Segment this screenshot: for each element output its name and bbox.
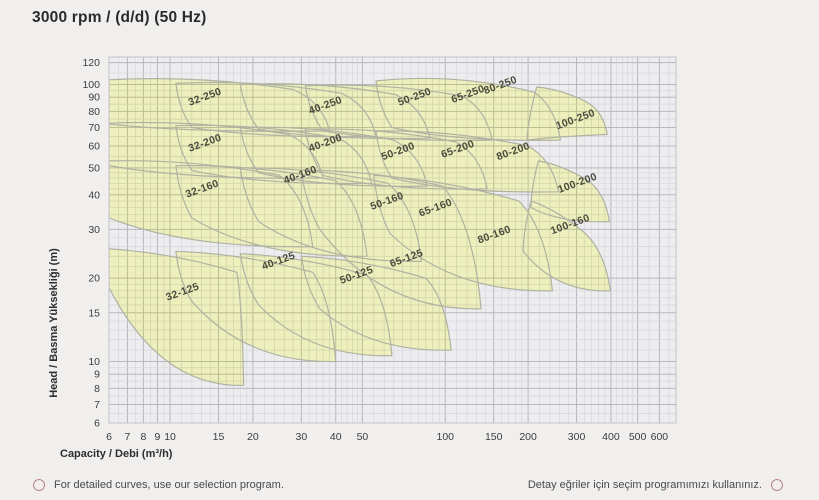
x-tick-label: 300 xyxy=(568,431,586,443)
y-tick-label: 15 xyxy=(88,307,100,319)
y-tick-label: 80 xyxy=(88,106,100,118)
x-tick-label: 150 xyxy=(485,431,503,443)
pump-region-outline-50-125 xyxy=(239,253,393,357)
y-tick-label: 60 xyxy=(88,141,100,153)
pump-region-outline-50-160 xyxy=(239,167,423,262)
x-tick-label: 200 xyxy=(519,431,537,443)
pump-region-outline-80-200 xyxy=(375,130,560,193)
plot-border xyxy=(108,56,677,424)
x-tick-label: 7 xyxy=(125,431,131,443)
pump-region-100-160 xyxy=(523,200,611,291)
pump-region-outline-32-200 xyxy=(109,121,324,179)
x-tick-label: 50 xyxy=(357,431,369,443)
y-tick-label: 70 xyxy=(88,122,100,134)
pump-region-outline-32-250 xyxy=(109,78,331,132)
x-tick-label: 15 xyxy=(213,431,225,443)
pump-region-outline-40-200 xyxy=(175,124,373,185)
pump-region-outline-50-200 xyxy=(239,126,428,187)
x-tick-label: 9 xyxy=(155,431,161,443)
pump-region-65-125 xyxy=(301,256,452,351)
x-tick-label: 100 xyxy=(436,431,454,443)
y-tick-label: 8 xyxy=(94,383,100,395)
y-tick-label: 30 xyxy=(88,224,100,236)
x-tick-label: 30 xyxy=(296,431,308,443)
y-tick-label: 90 xyxy=(88,92,100,104)
x-tick-label: 20 xyxy=(247,431,259,443)
pump-region-outline-100-200 xyxy=(530,160,610,223)
pump-region-outline-80-250 xyxy=(375,77,561,141)
y-tick-label: 20 xyxy=(88,273,100,285)
y-tick-label: 50 xyxy=(88,162,100,174)
y-tick-label: 9 xyxy=(94,369,100,381)
x-tick-label: 8 xyxy=(140,431,146,443)
x-tick-label: 6 xyxy=(106,431,112,443)
pump-region-outline-100-250 xyxy=(526,86,608,141)
y-tick-label: 6 xyxy=(94,418,100,430)
bullet-ring-icon xyxy=(771,479,783,491)
y-axis-title: Head / Basma Yüksekliği (m) xyxy=(48,248,60,398)
pump-region-outline-40-160 xyxy=(175,164,368,257)
footer-right: Detay eğriler için seçim programımızı ku… xyxy=(528,479,783,491)
y-tick-label: 7 xyxy=(94,399,100,411)
pump-region-100-200 xyxy=(531,160,610,222)
x-axis-title: Capacity / Debi (m³/h) xyxy=(60,448,173,460)
pump-region-outline-100-160 xyxy=(522,200,611,292)
y-tick-label: 40 xyxy=(88,189,100,201)
x-tick-label: 600 xyxy=(651,431,669,443)
y-tick-label: 10 xyxy=(88,356,100,368)
bullet-ring-icon xyxy=(33,479,45,491)
footer-right-text: Detay eğriler için seçim programımızı ku… xyxy=(527,479,762,491)
chart-title: 3000 rpm / (d/d) (50 Hz) xyxy=(32,9,207,26)
footer-left-text: For detailed curves, use our selection p… xyxy=(54,479,284,491)
x-tick-label: 40 xyxy=(330,431,342,443)
x-tick-label: 400 xyxy=(602,431,620,443)
pump-region-outline-65-125 xyxy=(300,255,452,351)
y-tick-label: 100 xyxy=(82,79,100,91)
footer-left: For detailed curves, use our selection p… xyxy=(33,479,284,491)
x-tick-label: 500 xyxy=(629,431,647,443)
pump-region-80-250 xyxy=(376,78,561,141)
pump-region-outline-80-160 xyxy=(373,174,553,292)
y-tick-label: 120 xyxy=(82,57,100,69)
pump-region-100-250 xyxy=(526,87,608,141)
pump-region-outline-32-160 xyxy=(109,160,314,248)
footer: For detailed curves, use our selection p… xyxy=(0,479,819,491)
pump-region-outline-40-125 xyxy=(175,250,337,363)
x-tick-label: 10 xyxy=(164,431,176,443)
